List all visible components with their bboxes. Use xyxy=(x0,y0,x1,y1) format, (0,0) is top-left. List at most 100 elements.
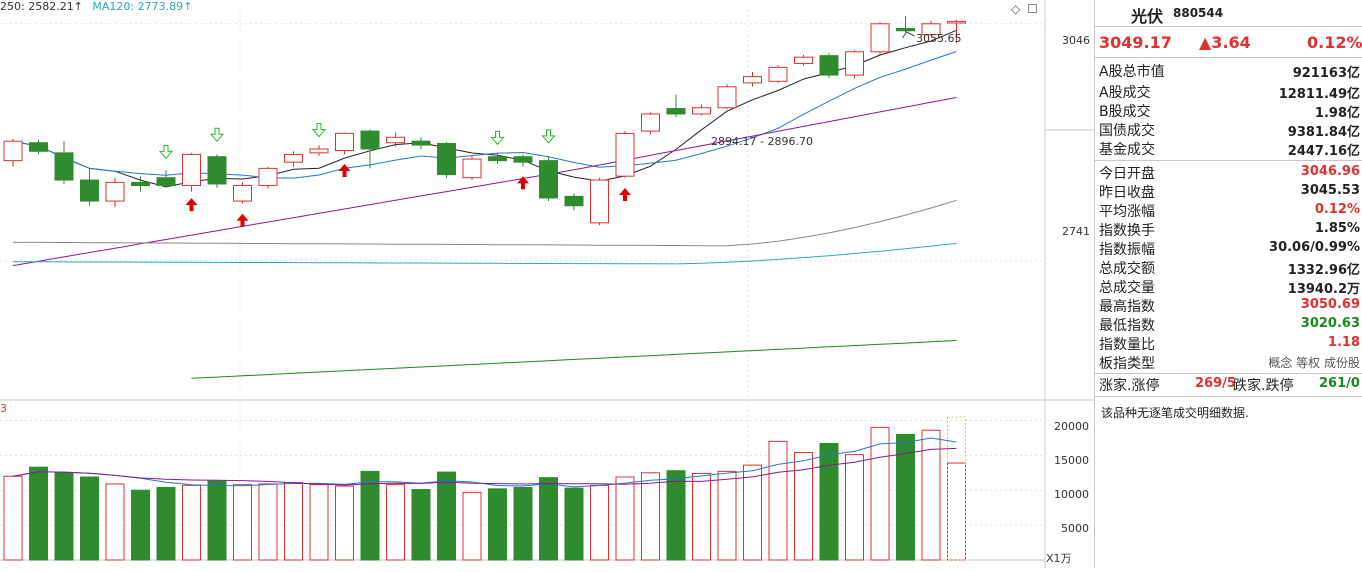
candle-body xyxy=(768,66,788,82)
stat-value: 3020.63 xyxy=(1300,316,1360,331)
updown-value-2: 261/0 xyxy=(1319,376,1360,391)
candle-body xyxy=(666,108,686,115)
stat-value: 3045.53 xyxy=(1300,183,1360,198)
volume-bar xyxy=(258,483,278,561)
candle-body xyxy=(207,156,227,185)
stat-label: 平均涨幅 xyxy=(1099,204,1155,220)
stat-row: 最低指数 3020.63 xyxy=(1099,315,1362,334)
updown-label-1: 涨家.涨停 xyxy=(1099,378,1160,394)
candle-body xyxy=(386,136,405,144)
candle-body xyxy=(54,152,74,181)
stat-row: B股成交 1.98亿 xyxy=(1099,101,1362,121)
candle-body xyxy=(29,142,48,152)
volume-bar xyxy=(768,440,788,561)
diamond-icon[interactable]: ◇ xyxy=(1011,2,1021,16)
ma250-legend: 250: 2582.21↑ xyxy=(0,0,83,13)
ma-legend: 250: 2582.21↑ MA120: 2773.89↑ xyxy=(0,0,198,13)
stat-value: 9381.84亿 xyxy=(1287,125,1360,140)
volume-unit: X1万 xyxy=(1046,552,1072,565)
stat-value: 2447.16亿 xyxy=(1287,144,1360,159)
no-detail-message: 该品种无逐笔成交明细数据. xyxy=(1101,406,1249,420)
last-price: 3049.17 xyxy=(1099,33,1172,52)
stat-label: 指数振幅 xyxy=(1099,242,1155,258)
volume-bar xyxy=(3,475,23,561)
stat-label: A股总市值 xyxy=(1099,64,1165,80)
volume-bar xyxy=(437,471,456,561)
volume-bar xyxy=(641,472,660,561)
sell-signal-icon xyxy=(311,123,327,138)
kline-chart-pane[interactable]: 3046 2741 20000 15000 10000 5000 X1万 305… xyxy=(0,0,1094,568)
stat-value: 12811.49亿 xyxy=(1278,87,1360,102)
candle-body xyxy=(284,153,303,163)
sell-signal-icon xyxy=(158,144,174,160)
volume-bar xyxy=(80,476,99,561)
stat-label: A股成交 xyxy=(1099,85,1151,101)
price-change-pct: 0.12% xyxy=(1307,33,1362,52)
volume-bar xyxy=(870,426,890,561)
stat-value[interactable]: 概念 等权 成份股 xyxy=(1268,356,1360,370)
sell-signal-icon xyxy=(209,127,225,143)
candle-body xyxy=(641,113,660,132)
volume-tick-20000: 20000 xyxy=(1054,420,1089,433)
volume-bar xyxy=(666,470,686,561)
candle-body xyxy=(513,156,533,163)
stat-row: 平均涨幅 0.12% xyxy=(1099,201,1362,220)
stat-row: 基金成交 2447.16亿 xyxy=(1099,139,1362,159)
candle-body xyxy=(794,56,813,64)
volume-bar xyxy=(156,486,176,561)
stat-row: 指数振幅 30.06/0.99% xyxy=(1099,239,1362,258)
volume-bar xyxy=(462,491,482,561)
volume-bar xyxy=(692,472,711,561)
updown-row: 涨家.涨停 269/5 跌家.跌停 261/0 xyxy=(1099,375,1362,394)
quote-panel: 光伏 880544 3049.17 ▲3.64 0.12% A股总市值 92116… xyxy=(1094,0,1362,568)
volume-bar xyxy=(564,487,584,561)
maximize-icon[interactable] xyxy=(1028,4,1037,13)
stat-label: 最高指数 xyxy=(1099,299,1155,315)
stat-row: 今日开盘 3046.96 xyxy=(1099,163,1362,182)
stat-label: 总成交额 xyxy=(1099,261,1155,277)
volume-bar xyxy=(513,486,533,561)
stat-label: 国债成交 xyxy=(1099,123,1155,139)
index-code: 880544 xyxy=(1173,6,1224,20)
candle-body xyxy=(488,156,507,162)
volume-tick-15000: 15000 xyxy=(1054,454,1089,467)
volume-bar xyxy=(921,429,941,561)
volume-bar xyxy=(29,466,48,561)
stat-value: 1.18 xyxy=(1327,335,1360,350)
ma250-line xyxy=(191,340,957,379)
candle-body xyxy=(80,179,99,202)
volume-bar xyxy=(615,476,635,561)
stat-row: 指数量比 1.18 xyxy=(1099,334,1362,353)
stat-label: 总成交量 xyxy=(1099,280,1155,296)
price-change: ▲3.64 xyxy=(1199,33,1251,52)
stat-value: 3046.96 xyxy=(1300,164,1360,179)
kline-chart-svg[interactable]: 3046 2741 20000 15000 10000 5000 X1万 305… xyxy=(0,0,1094,568)
sell-signal-icon xyxy=(541,129,556,144)
candle-body xyxy=(3,140,23,162)
candle-body xyxy=(411,140,431,146)
candle-body xyxy=(819,55,839,76)
volume-bar xyxy=(233,484,252,561)
ma20-line xyxy=(12,97,957,267)
stat-row: A股成交 12811.49亿 xyxy=(1099,82,1362,102)
volume-ma5-line xyxy=(12,437,957,488)
volume-ma10-line xyxy=(12,447,957,486)
candle-body xyxy=(947,20,966,24)
candle-body xyxy=(360,130,380,150)
quote-divider xyxy=(1095,57,1362,58)
volume-current-frame xyxy=(947,416,966,561)
stats-divider xyxy=(1095,373,1362,374)
candle-body xyxy=(437,143,456,176)
candle-body xyxy=(921,23,941,36)
stat-label: 昨日收盘 xyxy=(1099,185,1155,201)
buy-signal-icon xyxy=(517,176,529,190)
high-annotation: 3055.65 xyxy=(916,32,962,45)
candle-body xyxy=(335,132,354,152)
volume-bar xyxy=(411,489,431,561)
volume-bar xyxy=(743,464,762,561)
volume-bar xyxy=(54,472,74,561)
sell-signal-icon xyxy=(490,130,505,146)
volume-bar xyxy=(896,433,915,561)
high-marker-icon xyxy=(902,31,915,39)
stat-label: 板指类型 xyxy=(1099,356,1155,372)
